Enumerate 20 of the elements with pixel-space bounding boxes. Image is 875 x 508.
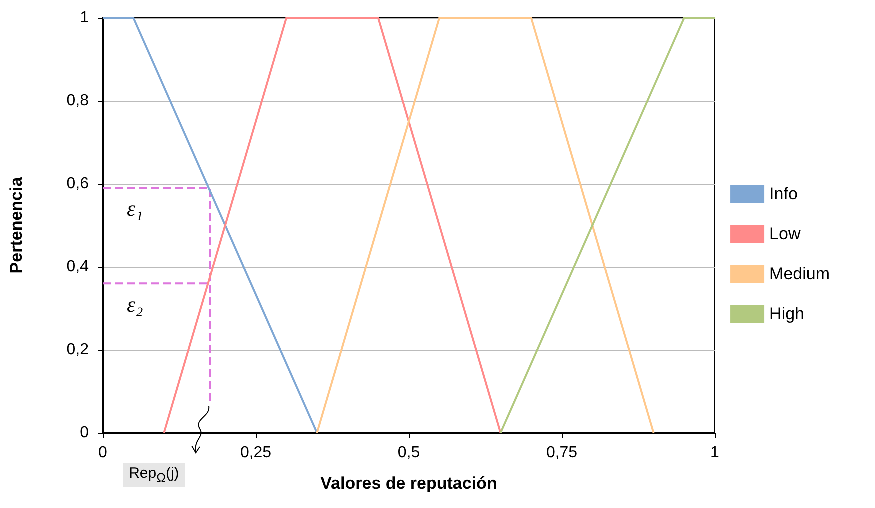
x-tick-label: 0,5 [398, 444, 420, 462]
y-tick-label: 0,8 [66, 92, 90, 110]
legend-label: Low [770, 224, 802, 244]
x-axis-title: Valores de reputación [320, 474, 498, 493]
x-tick-label: 0 [98, 444, 108, 462]
y-tick-label: 1 [80, 10, 90, 26]
x-tick-label: 0,25 [240, 444, 272, 462]
y-tick-label: 0,2 [66, 342, 90, 358]
y-tick-label: 0,4 [66, 258, 90, 276]
text: Rep$_{Ω}$(j) [123, 463, 186, 487]
x-tick-label: 0,75 [546, 444, 578, 462]
legend-label: Medium [770, 264, 830, 284]
x-tick-label: 1 [710, 444, 720, 462]
y-tick-label: 0 [80, 424, 90, 442]
annotation: ε₁ [127, 196, 144, 222]
y-tick-label: 0,6 [66, 176, 90, 192]
y-axis-title: Pertenencia [7, 176, 26, 274]
legend-label: High [770, 304, 805, 324]
legend-label: Info [770, 184, 798, 204]
annotation: ε₂ [127, 292, 144, 318]
